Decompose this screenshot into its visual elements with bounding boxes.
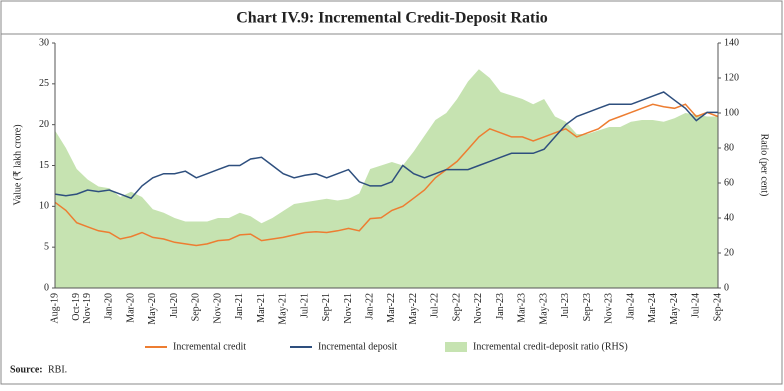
- y2-tick-label: 140: [724, 37, 739, 48]
- x-tick-label: Jul-23: [560, 293, 571, 318]
- x-tick-label: Nov-21: [343, 293, 354, 324]
- y-tick-label: 30: [39, 37, 49, 48]
- line: [54, 91, 718, 200]
- x-tick-label: Sep-23: [582, 293, 593, 321]
- x-tick-label: May-23: [538, 293, 549, 325]
- source-label: Source:: [10, 364, 43, 375]
- x-tick-label: Sep-22: [451, 293, 462, 321]
- x-tick-label: Sep-21: [321, 293, 332, 321]
- chart-title: Chart IV.9: Incremental Credit-Deposit R…: [236, 10, 548, 27]
- y-tick-label: 0: [44, 282, 49, 293]
- x-tick-label: Mar-20: [125, 293, 136, 323]
- x-tick-label: Mar-21: [256, 293, 267, 323]
- y2-tick-label: 40: [724, 212, 734, 223]
- legend-label: Incremental deposit: [318, 341, 397, 352]
- x-tick-label: Aug-19: [49, 293, 60, 324]
- y2-tick-label: 20: [724, 247, 734, 258]
- y-tick-label: 15: [39, 160, 49, 171]
- x-tick-label: Oct-19: [71, 293, 82, 321]
- x-tick-label: Nov-22: [473, 293, 484, 324]
- x-tick-label: May-22: [408, 293, 419, 325]
- y2-tick-label: 80: [724, 142, 734, 153]
- line: [54, 103, 719, 247]
- x-tick-label: Jan-20: [104, 293, 115, 320]
- y-tick-label: 20: [39, 119, 49, 130]
- x-tick-label: Sep-24: [712, 293, 723, 321]
- x-tick-label: Nov-23: [604, 293, 615, 324]
- y2-tick-label: 60: [724, 177, 734, 188]
- x-tick-label: Mar-22: [386, 293, 397, 323]
- x-tick-label: Jan-22: [364, 293, 375, 320]
- y-tick-label: 5: [44, 241, 49, 252]
- x-tick-label: Jan-23: [495, 293, 506, 320]
- x-tick-label: May-21: [278, 293, 289, 325]
- legend-label: Incremental credit: [173, 341, 246, 352]
- y-tick-label: 10: [39, 201, 49, 212]
- y2-tick-label: 120: [724, 72, 739, 83]
- y2-tick-label: 0: [724, 282, 729, 293]
- x-tick-label: Nov-19: [82, 293, 93, 324]
- x-tick-label: Sep-20: [191, 293, 202, 321]
- x-tick-label: Jan-24: [625, 293, 636, 320]
- x-tick-label: May-24: [669, 293, 680, 325]
- x-tick-label: Jul-24: [691, 293, 702, 318]
- x-tick-label: Mar-23: [517, 293, 528, 323]
- y2-axis-label: Ratio (per cent): [759, 134, 770, 197]
- x-tick-label: Nov-20: [212, 293, 223, 324]
- x-tick-label: Jul-20: [169, 293, 180, 318]
- x-tick-label: Jan-21: [234, 293, 245, 320]
- legend-label: Incremental credit-deposit ratio (RHS): [473, 341, 628, 352]
- y2-tick-label: 100: [724, 107, 739, 118]
- legend-swatch: [445, 342, 467, 352]
- source: RBI.: [48, 364, 67, 375]
- y-tick-label: 25: [39, 78, 49, 89]
- x-tick-label: Jul-21: [299, 293, 310, 318]
- x-tick-label: Mar-24: [647, 293, 658, 323]
- x-tick-label: Jul-22: [430, 293, 441, 318]
- y-axis-label: Value (₹ lakh crore): [12, 124, 23, 205]
- x-tick-label: May-20: [147, 293, 158, 325]
- area: [55, 69, 718, 288]
